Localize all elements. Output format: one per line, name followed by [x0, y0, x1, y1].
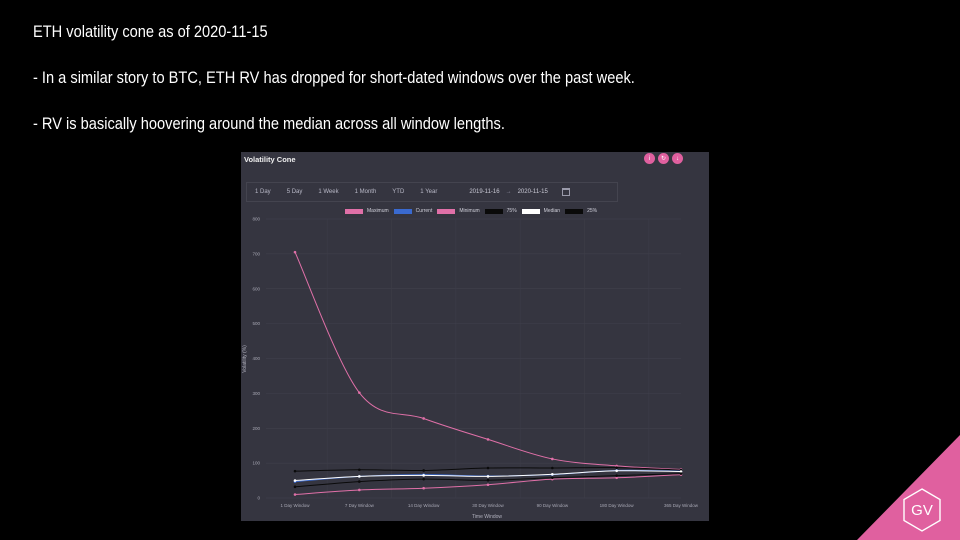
data-point-25pct[interactable]	[486, 478, 490, 482]
panel-title: Volatility Cone	[244, 155, 296, 164]
date-from-input[interactable]: 2019-11-16	[469, 189, 500, 195]
chart-legend: Maximum Current Minimum 75% Median 25%	[345, 208, 602, 214]
legend-label-median: Median	[543, 208, 561, 214]
gv-logo-icon: GV	[903, 488, 941, 532]
data-point-minimum[interactable]	[358, 488, 361, 492]
y-tick-label: 600	[252, 286, 260, 291]
data-point-25pct[interactable]	[551, 476, 554, 480]
range-1-year[interactable]: 1 Year	[420, 189, 438, 195]
series-line-maximum	[294, 251, 682, 470]
data-point-maximum[interactable]	[486, 438, 490, 441]
legend-swatch-current	[393, 208, 412, 214]
range-1-month[interactable]: 1 Month	[354, 189, 377, 195]
y-tick-label: 300	[252, 391, 260, 396]
y-tick-label: 0	[257, 496, 260, 501]
panel-actions: i ↻ ↓	[644, 153, 683, 164]
range-selector: 1 Day 5 Day 1 Week 1 Month YTD 1 Year 20…	[246, 182, 618, 202]
y-tick-label: 800	[252, 217, 260, 222]
legend-swatch-75	[484, 208, 503, 214]
data-point-75pct[interactable]	[293, 469, 297, 473]
legend-item-maximum[interactable]: Maximum	[345, 208, 389, 214]
legend-label-minimum: Minimum	[459, 208, 480, 214]
gv-logo-text: GV	[911, 502, 933, 519]
data-point-25pct[interactable]	[422, 477, 425, 481]
data-point-25pct[interactable]	[358, 480, 361, 483]
data-point-minimum[interactable]	[422, 486, 425, 490]
x-tick-label: 1 Day Window	[280, 503, 310, 508]
data-point-maximum[interactable]	[551, 457, 554, 461]
data-point-minimum[interactable]	[486, 483, 490, 487]
data-point-median[interactable]	[551, 472, 554, 476]
range-1-week[interactable]: 1 Week	[318, 189, 339, 195]
data-point-75pct[interactable]	[422, 469, 425, 472]
data-point-25pct[interactable]	[615, 474, 618, 477]
range-5-day[interactable]: 5 Day	[286, 189, 303, 195]
x-axis-title: Time Window	[472, 514, 502, 520]
y-tick-label: 500	[252, 321, 260, 326]
data-point-minimum[interactable]	[293, 493, 297, 496]
data-point-median[interactable]	[679, 470, 683, 473]
range-1-day[interactable]: 1 Day	[255, 189, 271, 195]
legend-swatch-25	[565, 208, 584, 214]
date-to-input[interactable]: 2020-11-15	[517, 189, 548, 195]
legend-label-25: 25%	[587, 208, 598, 214]
data-point-median[interactable]	[358, 475, 361, 478]
x-tick-label: 14 Day Window	[408, 503, 440, 508]
y-tick-label: 200	[252, 426, 260, 431]
legend-label-75: 75%	[506, 208, 517, 214]
data-point-minimum[interactable]	[615, 476, 618, 480]
y-tick-label: 700	[252, 251, 260, 256]
data-point-maximum[interactable]	[422, 417, 425, 420]
bullet-point-2: - RV is basically hoovering around the m…	[33, 114, 505, 133]
legend-swatch-maximum	[345, 208, 363, 214]
legend-item-median[interactable]: Median	[521, 208, 561, 214]
data-point-75pct[interactable]	[358, 468, 361, 472]
refresh-icon[interactable]: ↻	[658, 153, 669, 164]
data-point-median[interactable]	[293, 479, 297, 482]
legend-label-maximum: Maximum	[367, 208, 389, 214]
legend-item-minimum[interactable]: Minimum	[437, 208, 480, 214]
y-tick-label: 100	[252, 461, 260, 466]
x-tick-label: 365 Day Window	[664, 503, 699, 508]
data-point-75pct[interactable]	[551, 466, 554, 470]
data-point-75pct[interactable]	[615, 466, 618, 469]
data-point-75pct[interactable]	[486, 466, 490, 470]
range-ytd[interactable]: YTD	[392, 189, 405, 195]
date-separator: →	[505, 189, 512, 195]
volatility-chart: 0 100 200 300 400 500 600 700 800 1 Day Window 7 D…	[242, 217, 699, 521]
legend-swatch-median	[521, 208, 540, 214]
data-point-maximum[interactable]	[358, 391, 361, 394]
y-axis-title: Volatility (%)	[242, 345, 248, 373]
legend-swatch-minimum	[437, 208, 456, 214]
legend-item-25[interactable]: 25%	[565, 208, 597, 214]
calendar-icon[interactable]	[561, 188, 570, 196]
x-tick-label: 90 Day Window	[537, 503, 569, 508]
x-tick-label: 7 Day Window	[345, 503, 375, 508]
bullet-point-1: - In a similar story to BTC, ETH RV has …	[33, 68, 635, 87]
slide-title: ETH volatility cone as of 2020-11-15	[33, 22, 268, 41]
volatility-cone-panel: Volatility Cone i ↻ ↓ 1 Day 5 Day 1 Week…	[241, 152, 709, 521]
legend-item-current[interactable]: Current	[393, 208, 433, 214]
data-point-25pct[interactable]	[679, 472, 683, 475]
data-point-25pct[interactable]	[293, 485, 297, 489]
y-tick-label: 400	[252, 356, 260, 361]
legend-item-75[interactable]: 75%	[484, 208, 517, 214]
data-point-maximum[interactable]	[293, 250, 297, 254]
x-tick-label: 180 Day Window	[600, 503, 635, 508]
data-point-median[interactable]	[615, 469, 618, 473]
info-icon[interactable]: i	[644, 153, 655, 164]
legend-label-current: Current	[415, 208, 433, 214]
data-point-median[interactable]	[486, 475, 490, 478]
x-tick-label: 30 Day Window	[472, 503, 504, 508]
data-point-median[interactable]	[422, 474, 425, 477]
download-icon[interactable]: ↓	[672, 153, 683, 164]
